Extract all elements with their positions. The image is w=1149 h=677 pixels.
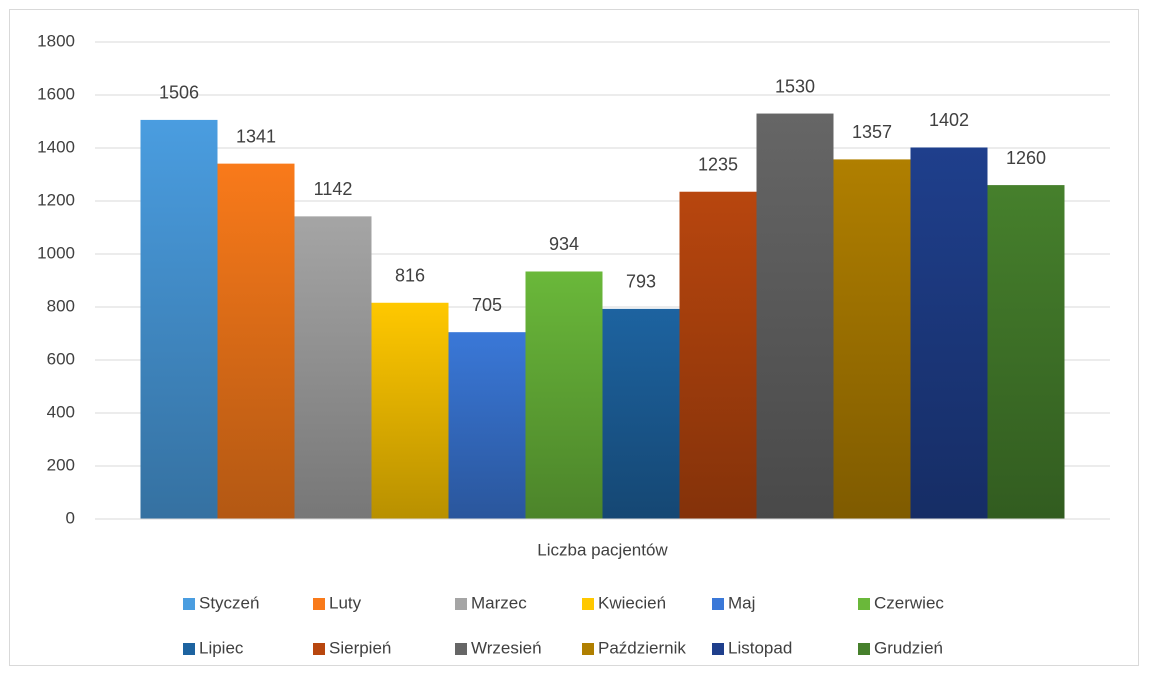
bar — [294, 216, 372, 519]
bar — [140, 119, 218, 519]
legend-label: Styczeń — [199, 593, 259, 612]
legend-swatch — [858, 643, 870, 655]
bar — [371, 302, 449, 519]
legend-label: Marzec — [471, 593, 527, 612]
bar — [833, 159, 911, 519]
data-label: 1506 — [159, 83, 199, 103]
data-label: 1402 — [929, 110, 969, 130]
legend-swatch — [313, 598, 325, 610]
y-tick-label: 1600 — [37, 84, 75, 103]
legend-swatch — [183, 643, 195, 655]
bar — [602, 308, 680, 519]
legend-swatch — [712, 598, 724, 610]
data-label: 1260 — [1006, 148, 1046, 168]
legend-swatch — [582, 643, 594, 655]
data-label: 793 — [626, 272, 656, 292]
legend-label: Lipiec — [199, 638, 244, 657]
data-label: 1530 — [775, 76, 815, 96]
y-tick-label: 0 — [66, 508, 75, 527]
y-tick-label: 1200 — [37, 190, 75, 209]
legend-label: Październik — [598, 638, 686, 657]
legend-swatch — [313, 643, 325, 655]
legend-swatch — [455, 598, 467, 610]
y-tick-label: 1400 — [37, 137, 75, 156]
legend-label: Grudzień — [874, 638, 943, 657]
data-label: 1235 — [698, 154, 738, 174]
bar — [987, 185, 1065, 519]
y-tick-label: 400 — [47, 402, 75, 421]
legend-label: Czerwiec — [874, 593, 944, 612]
data-label: 934 — [549, 234, 579, 254]
bar — [756, 113, 834, 520]
bar — [448, 332, 526, 519]
legend-swatch — [183, 598, 195, 610]
y-tick-label: 1000 — [37, 243, 75, 262]
bar — [910, 147, 988, 519]
legend-swatch — [712, 643, 724, 655]
x-tick-label: Liczba pacjentów — [537, 540, 668, 559]
bar — [217, 163, 295, 519]
legend-label: Kwiecień — [598, 593, 666, 612]
legend-label: Wrzesień — [471, 638, 542, 657]
data-label: 1357 — [852, 122, 892, 142]
y-tick-label: 200 — [47, 455, 75, 474]
legend-label: Sierpień — [329, 638, 391, 657]
y-tick-label: 600 — [47, 349, 75, 368]
legend-swatch — [858, 598, 870, 610]
data-label: 1341 — [236, 126, 276, 146]
data-label: 816 — [395, 266, 425, 286]
y-tick-label: 800 — [47, 296, 75, 315]
legend-label: Luty — [329, 593, 362, 612]
bar — [679, 191, 757, 519]
data-label: 1142 — [314, 179, 353, 199]
bar — [525, 271, 603, 519]
legend-label: Maj — [728, 593, 755, 612]
y-tick-label: 1800 — [37, 31, 75, 50]
legend-swatch — [582, 598, 594, 610]
legend-swatch — [455, 643, 467, 655]
data-label: 705 — [472, 295, 502, 315]
legend-label: Listopad — [728, 638, 792, 657]
